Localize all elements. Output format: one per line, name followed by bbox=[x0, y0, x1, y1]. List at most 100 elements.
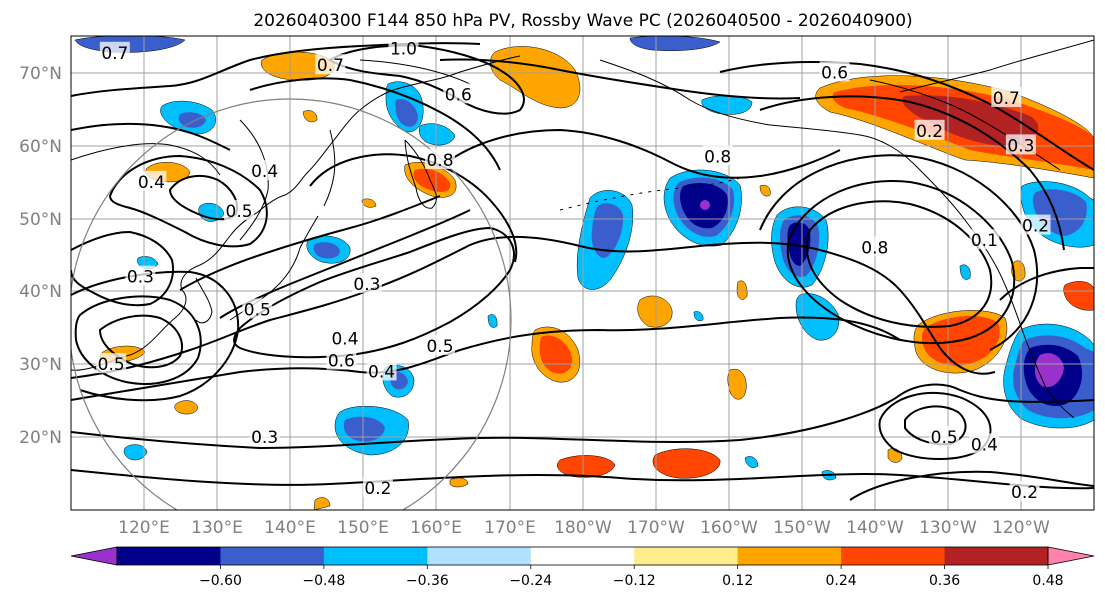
contour-label: 0.8 bbox=[704, 147, 731, 167]
contour-labels: 1.0 0.7 0.7 0.6 0.6 0.7 0.2 0.3 0.8 0.8 0.4 0.4 0.5 0… bbox=[96, 37, 1051, 503]
contour-label-background bbox=[249, 159, 280, 180]
contour-label-background bbox=[224, 200, 255, 221]
contour-label: 0.7 bbox=[101, 44, 128, 64]
pv-contour-0.2-south bbox=[71, 469, 1094, 490]
colorbar-tick-label: −0.36 bbox=[406, 573, 449, 589]
lon-tick-label: 180°W bbox=[554, 518, 612, 538]
negative-anomaly-gulf-of-alaska-peak bbox=[700, 200, 710, 210]
contour-label: 1.0 bbox=[390, 39, 417, 59]
lat-tick-label: 70°N bbox=[19, 64, 62, 84]
colorbar-segment bbox=[634, 547, 739, 565]
colorbar-tick-label: 0.24 bbox=[826, 573, 857, 589]
positive-anomaly-aleutian-small bbox=[759, 184, 771, 197]
coastlines bbox=[71, 39, 1094, 419]
contour-label-background bbox=[362, 477, 393, 498]
positive-anomaly-taiwan bbox=[174, 400, 199, 415]
colorbar-segment bbox=[944, 547, 1049, 565]
positive-anomaly-pole-small bbox=[302, 110, 318, 123]
pv-contour-east-edge bbox=[999, 267, 1094, 301]
positive-anomaly-ne-pacific-small bbox=[727, 368, 747, 400]
contour-label: 0.8 bbox=[426, 151, 453, 171]
negative-anomaly-ne-canada bbox=[959, 264, 971, 280]
colorbar-tick-label: −0.60 bbox=[199, 573, 242, 589]
coastline-east-asia bbox=[71, 55, 521, 371]
pv-thin-contour-n bbox=[359, 59, 471, 85]
lon-tick-label: 140°E bbox=[264, 518, 316, 538]
contour-label-background bbox=[326, 349, 357, 370]
contour-label-background bbox=[99, 41, 130, 62]
pv-contour-alaska-arc bbox=[719, 61, 1094, 171]
negative-anomaly-central-small bbox=[487, 314, 498, 328]
pv-contour-0.2-se bbox=[849, 470, 1094, 501]
contour-label-background bbox=[242, 298, 273, 319]
lon-tick-label: 170°W bbox=[627, 518, 685, 538]
contour-label: 0.6 bbox=[821, 63, 848, 83]
pv-contour-0.8-eastern-low bbox=[805, 200, 993, 328]
map-plot-area: 1.0 0.7 0.7 0.6 0.6 0.7 0.2 0.3 0.8 0.8 0.4 0.4 0.5 0… bbox=[71, 36, 1094, 510]
negative-anomaly-south-160w bbox=[744, 456, 759, 468]
lat-tick-label: 50°N bbox=[19, 210, 62, 230]
contour-label: 0.6 bbox=[445, 85, 472, 105]
pv-contour-0.3-west bbox=[71, 230, 174, 307]
colorbar-segment bbox=[323, 547, 428, 565]
negative-anomaly-siberia-west-core bbox=[178, 112, 206, 128]
coastline-sakhalin bbox=[323, 129, 336, 207]
colorbar-segment bbox=[841, 547, 946, 565]
contour-label-background bbox=[425, 148, 456, 169]
longitude-axis: 120°E 130°E 140°E 150°E 160°E 170°E 180°… bbox=[118, 518, 1050, 538]
contour-label-background bbox=[249, 426, 280, 447]
negative-anomaly-midpacific bbox=[795, 293, 840, 341]
contour-label-background bbox=[388, 37, 419, 58]
pv-contour-0.6-north bbox=[439, 58, 801, 100]
contour-label: 0.4 bbox=[331, 330, 358, 350]
positive-anomaly-kamchatka-core bbox=[413, 168, 451, 192]
pv-contour-0.3-japan bbox=[179, 195, 441, 291]
contour-label-background bbox=[991, 86, 1022, 107]
contour-label-background bbox=[929, 426, 960, 447]
pv-contour-0.4-central bbox=[71, 316, 901, 401]
colorbar-segment bbox=[530, 547, 635, 565]
lon-tick-label: 160°E bbox=[410, 518, 462, 538]
colorbar-tick-label: −0.12 bbox=[613, 573, 656, 589]
negative-anomaly-central-north-core bbox=[591, 203, 624, 258]
map-frame bbox=[70, 35, 1095, 511]
graticule bbox=[71, 36, 1094, 510]
map-title: 2026040300 F144 850 hPa PV, Rossby Wave … bbox=[253, 11, 912, 31]
colorbar-tick-label: 0.36 bbox=[929, 573, 960, 589]
contour-label-background bbox=[859, 236, 890, 257]
contour-label: 0.8 bbox=[861, 238, 888, 258]
pv-contour-central-meander bbox=[449, 128, 841, 179]
negative-anomaly-okhotsk-core bbox=[395, 98, 418, 127]
negative-anomaly-sea-small bbox=[693, 311, 704, 321]
analysis-radius-circle bbox=[71, 98, 512, 510]
lat-tick-label: 20°N bbox=[19, 428, 62, 448]
contour-label: 0.3 bbox=[251, 428, 278, 448]
coastline-korea bbox=[195, 277, 213, 324]
colorbar-segment bbox=[117, 547, 221, 565]
pv-contour-alaska-arc-2 bbox=[759, 95, 1065, 251]
contour-label: 0.3 bbox=[353, 275, 380, 295]
contour-label-background bbox=[969, 229, 1000, 250]
positive-anomaly-kuril-small bbox=[361, 198, 377, 208]
contour-label: 0.5 bbox=[226, 202, 253, 222]
lat-tick-label: 60°N bbox=[19, 137, 62, 157]
coastline-north-america-west bbox=[899, 39, 1094, 93]
colorbar: −0.60 −0.48 −0.36 −0.24 −0.12 0.12 0.24 0.36 0.4… bbox=[70, 546, 1095, 589]
contour-label: 0.1 bbox=[971, 231, 998, 251]
contour-label: 0.4 bbox=[368, 362, 395, 382]
pv-contour-0.2-nw bbox=[71, 122, 231, 151]
pv-contour-1.0-loop bbox=[328, 44, 525, 115]
colorbar-segment bbox=[737, 547, 842, 565]
pv-contour-0.3-south bbox=[71, 383, 1094, 450]
lon-tick-label: 160°W bbox=[700, 518, 758, 538]
contour-label: 0.4 bbox=[251, 162, 278, 182]
lon-tick-label: 120°E bbox=[118, 518, 170, 538]
pv-contour-0.6-eastern-low bbox=[786, 180, 1016, 345]
contour-label: 0.2 bbox=[916, 122, 943, 142]
positive-anomaly-south-165e bbox=[449, 477, 469, 488]
colorbar-tick-label: −0.24 bbox=[509, 573, 552, 589]
contour-label: 0.4 bbox=[138, 173, 165, 193]
contour-label-background bbox=[819, 61, 850, 82]
contour-label: 0.6 bbox=[328, 352, 355, 372]
